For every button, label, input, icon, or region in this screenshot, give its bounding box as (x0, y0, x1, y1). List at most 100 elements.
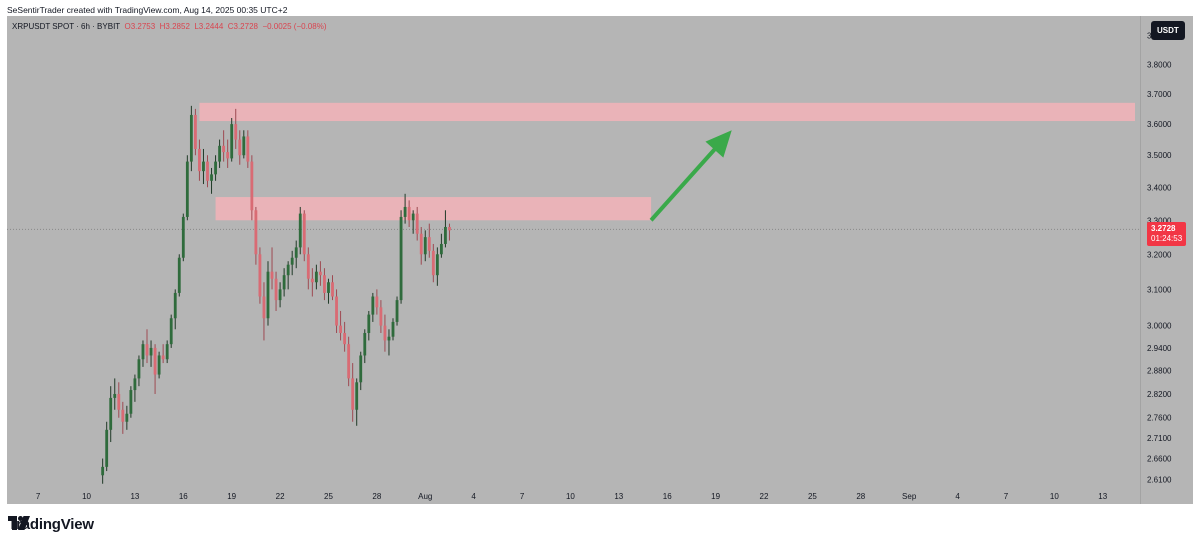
candle-body (153, 347, 157, 375)
legend-change: −0.0025 (−0.08%) (262, 22, 327, 31)
candle (359, 351, 363, 391)
candle-body (125, 413, 129, 422)
candle-body (331, 282, 334, 297)
y-tick-label: 2.6100 (1147, 475, 1172, 484)
candle (202, 148, 205, 185)
candle-body (367, 314, 371, 333)
candle (270, 247, 274, 290)
candle (165, 340, 169, 364)
candle (431, 243, 435, 283)
y-tick-label: 3.4000 (1147, 183, 1172, 192)
candle-body (169, 318, 173, 345)
candle (286, 261, 290, 290)
candle-body (234, 124, 238, 140)
candle-body (347, 344, 351, 379)
candle (319, 261, 322, 286)
tradingview-logo[interactable]: TradingView (8, 516, 94, 533)
candle (157, 351, 161, 379)
candle (335, 289, 338, 333)
candle (121, 401, 125, 434)
x-tick-label: 19 (227, 492, 236, 501)
candle (282, 268, 286, 297)
ohlc-legend: XRPUSDT SPOT · 6h · BYBIT O3.2753 H3.285… (12, 22, 326, 31)
candle (403, 193, 407, 224)
candle-body (407, 206, 411, 221)
candle-body (282, 275, 286, 290)
y-tick-label: 3.3000 (1147, 216, 1172, 225)
chart-attribution: SeSentirTrader created with TradingView.… (7, 5, 288, 15)
resistance-zone (215, 197, 652, 221)
candle (133, 374, 137, 402)
candle (105, 421, 109, 472)
legend-symbol: XRPUSDT SPOT · 6h · BYBIT (12, 22, 121, 31)
candle-body (319, 271, 322, 276)
candle-body (435, 254, 439, 276)
candle-body (395, 300, 399, 322)
candle-body (270, 271, 274, 279)
y-tick-label: 3.6000 (1147, 120, 1172, 129)
candle-body (181, 216, 185, 258)
candle-body (403, 206, 407, 217)
candle-body (161, 355, 165, 360)
candle-body (306, 254, 310, 279)
candle (161, 344, 165, 364)
x-tick-label: 13 (130, 492, 139, 501)
candle (395, 296, 399, 326)
candle-body (314, 271, 318, 283)
candle-body (165, 344, 169, 360)
candle-body (298, 213, 302, 248)
x-tick-label: 7 (520, 492, 525, 501)
candle-body (230, 124, 234, 159)
candle (298, 206, 302, 255)
candle-body (355, 382, 359, 410)
candle (113, 378, 117, 410)
candle-body (141, 344, 145, 360)
candle (355, 378, 359, 426)
candle-body (105, 429, 109, 467)
candle-body (262, 296, 266, 319)
candle (278, 282, 282, 308)
target-arrow (649, 130, 732, 222)
candle-body (246, 136, 250, 162)
y-tick-label: 3.1000 (1147, 285, 1172, 294)
candle-body (423, 237, 427, 255)
candle (314, 264, 318, 290)
candle-body (363, 332, 367, 356)
candle (262, 282, 266, 341)
candle-body (202, 161, 205, 172)
price-axis[interactable]: 3.90003.80003.70003.60003.50003.40003.30… (1140, 16, 1193, 504)
x-tick-label: 13 (614, 492, 623, 501)
candle-body (258, 254, 262, 297)
x-tick-label: 28 (856, 492, 865, 501)
candle (347, 336, 351, 387)
candle-body (387, 336, 391, 341)
candle-body (101, 466, 105, 476)
candle (246, 130, 250, 168)
candle (210, 167, 213, 194)
candle (379, 300, 383, 333)
candle-body (214, 161, 217, 175)
x-tick-label: 28 (372, 492, 381, 501)
y-tick-label: 2.9400 (1147, 344, 1172, 353)
candle-countdown: 01:24:53 (1151, 234, 1183, 244)
x-tick-label: 16 (663, 492, 672, 501)
legend-low: L3.2444 (194, 22, 224, 31)
candle (242, 130, 246, 159)
candle-body (411, 213, 415, 221)
candle-body (419, 233, 423, 255)
candle-body (238, 139, 242, 156)
x-tick-label: 10 (1050, 492, 1059, 501)
price-chart[interactable]: 7 10 13 16 19 22 25 28 Aug 4 7 10 13 16 19 22 25 28 Sep 4 7 1… (7, 16, 1140, 504)
candle-body (157, 355, 161, 375)
candle-body (343, 332, 347, 345)
currency-badge[interactable]: USDT (1151, 21, 1185, 40)
x-tick-label: 4 (955, 492, 960, 501)
candle-body (173, 292, 177, 319)
candle (230, 117, 234, 162)
candle (383, 314, 387, 352)
legend-high: H3.2852 (159, 22, 190, 31)
candle (439, 233, 443, 258)
candle (327, 278, 330, 304)
candle (339, 310, 342, 341)
chart-plot-area[interactable]: 7 10 13 16 19 22 25 28 Aug 4 7 10 13 16 19 22 25 28 Sep 4 7 1… (7, 16, 1140, 504)
